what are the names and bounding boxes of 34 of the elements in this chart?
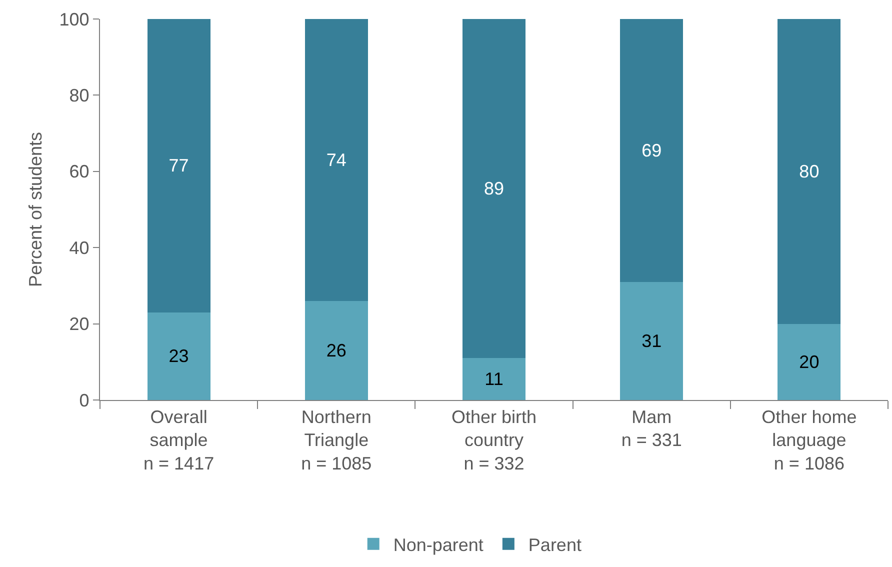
y-tick-label: 0 (79, 390, 90, 410)
x-tick-label: Other birth country n = 332 (451, 406, 537, 474)
data-label: 23 (168, 346, 189, 366)
y-tick-label: 20 (69, 314, 90, 334)
bar (620, 282, 684, 400)
data-label: 26 (326, 340, 346, 360)
x-tick-label: Overall sample n = 1417 (144, 406, 214, 474)
bar (778, 19, 841, 324)
x-tick-label: Mam n = 331 (621, 406, 682, 450)
bar (304, 19, 368, 301)
legend-label: Parent (528, 534, 582, 555)
x-tick-label: Northern Triangle n = 1085 (301, 406, 372, 474)
bar (462, 19, 526, 358)
y-tick-label: 40 (69, 238, 90, 258)
bar (620, 19, 684, 282)
data-label: 69 (642, 140, 662, 160)
data-label: 31 (642, 330, 662, 351)
data-label: 77 (168, 156, 189, 176)
x-tick-label: Other home language n = 1086 (762, 406, 857, 474)
bar (147, 19, 210, 312)
y-tick-label: 100 (59, 9, 90, 30)
data-label: 20 (799, 352, 820, 372)
y-tick-label: 60 (69, 162, 90, 182)
data-label: 89 (484, 178, 504, 199)
bar (147, 312, 210, 400)
data-label: 80 (799, 161, 820, 182)
bar (304, 300, 368, 400)
y-tick-label: 80 (69, 86, 90, 106)
data-label: 74 (326, 150, 346, 170)
y-axis-title: Percent of students (25, 132, 46, 288)
bar (462, 358, 526, 400)
bar (778, 324, 841, 400)
data-label: 11 (484, 369, 504, 390)
legend-label: Non-parent (393, 534, 484, 555)
